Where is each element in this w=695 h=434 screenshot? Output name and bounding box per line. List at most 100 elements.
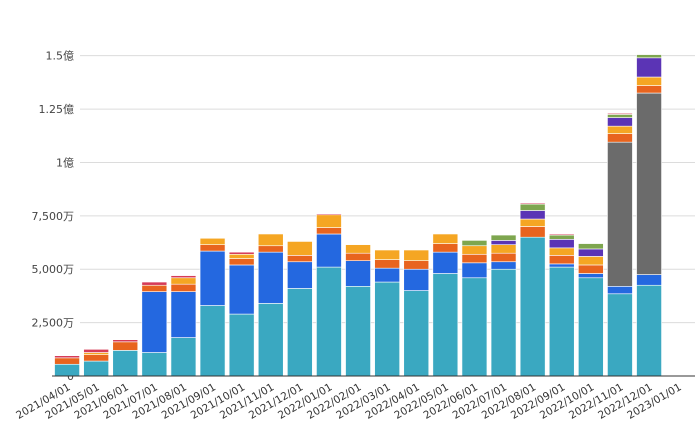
bar-segment	[578, 277, 604, 377]
bar-segment	[374, 249, 400, 260]
bar-segment	[316, 227, 342, 235]
bar-segment	[287, 288, 313, 377]
bar-segment	[607, 133, 633, 143]
bar-segment	[141, 352, 168, 377]
bar-segment	[228, 258, 255, 266]
bar-segment	[403, 249, 430, 261]
bar-segment	[257, 245, 284, 253]
bar-segment	[199, 237, 226, 245]
bar-segment	[490, 252, 517, 263]
bar-segment	[199, 244, 226, 252]
bar-segment	[257, 303, 284, 377]
bar-segment	[490, 234, 517, 241]
bar-segment	[112, 350, 139, 377]
y-tick-label: 1.5億	[46, 50, 75, 63]
bar-segment	[607, 141, 633, 287]
bar-segment	[578, 243, 604, 250]
bar-segment	[636, 85, 662, 94]
bar-segment	[578, 264, 604, 274]
bar-segment	[548, 266, 575, 377]
bar-segment	[170, 337, 197, 377]
bar-segment	[607, 114, 633, 118]
bar-segment	[287, 261, 313, 289]
bar-segment	[112, 339, 139, 343]
bar-segment	[578, 248, 604, 257]
bar-segment	[432, 251, 459, 274]
bar-segment	[287, 255, 313, 263]
bar-segment	[170, 277, 197, 285]
bar-segment	[287, 241, 313, 256]
bar-segment	[170, 275, 197, 279]
bar-segment	[374, 267, 400, 283]
bar-segment	[141, 281, 168, 286]
bar-segment	[54, 357, 80, 365]
bar-segment	[548, 247, 575, 256]
bar-segment	[374, 259, 400, 269]
bar-segment	[316, 233, 342, 268]
bar-segment	[636, 54, 662, 59]
bar-segment	[607, 113, 633, 115]
bar-segment	[461, 245, 488, 255]
bar-segment	[548, 234, 575, 240]
bar-segment	[432, 233, 459, 244]
bar-segment	[490, 268, 517, 377]
bar-segment	[519, 226, 546, 238]
bar-segment	[461, 253, 488, 264]
x-axis-ticks: 2021/04/012021/05/012021/06/012021/07/01…	[14, 381, 684, 422]
bar-segment	[403, 290, 430, 377]
bar-segment	[548, 255, 575, 265]
bar-segment	[228, 251, 255, 255]
bar-segment	[228, 313, 255, 377]
bar-segment	[345, 244, 371, 254]
bar-segment	[607, 117, 633, 127]
bar-segment	[170, 283, 197, 292]
bar-segment	[316, 213, 342, 216]
bar-segment	[461, 262, 488, 279]
bar-segment	[519, 203, 546, 211]
bar-segment	[316, 266, 342, 377]
bar-segment	[636, 92, 662, 275]
bar-segment	[548, 239, 575, 249]
bar-segment	[461, 240, 488, 247]
bar-segment	[461, 277, 488, 377]
bar-segment	[345, 286, 371, 377]
y-tick-label: 1億	[56, 156, 74, 169]
bar-segment	[607, 286, 633, 295]
bar-segment	[54, 355, 80, 359]
bar-segment	[228, 253, 255, 259]
bar-segment	[432, 243, 459, 253]
bar-segment	[170, 291, 197, 338]
bar-segment	[607, 125, 633, 134]
bar-segment	[257, 233, 284, 247]
bar-segment	[199, 305, 226, 377]
bar-segment	[345, 252, 371, 261]
y-tick-label: 7,500万	[32, 210, 75, 223]
bar-segment	[83, 360, 109, 377]
bar-segment	[54, 363, 80, 377]
bar-segment	[141, 284, 168, 292]
bar-segment	[141, 291, 168, 353]
bar-segment	[316, 214, 342, 228]
bar-segment	[403, 268, 430, 291]
bar-segment	[403, 260, 430, 270]
bar-segment	[374, 281, 400, 377]
bar-segment	[199, 250, 226, 306]
bar-segment	[636, 284, 662, 377]
bar-segment	[257, 251, 284, 304]
bar-segment	[548, 233, 575, 236]
bar-segment	[578, 273, 604, 279]
bar-segment	[636, 57, 662, 78]
bars	[54, 54, 662, 377]
bar-segment	[607, 293, 633, 377]
bar-segment	[519, 236, 546, 377]
bar-segment	[345, 260, 371, 287]
bar-segment	[578, 256, 604, 266]
bar-segment	[519, 218, 546, 227]
bar-segment	[490, 240, 517, 245]
bar-segment	[112, 341, 139, 351]
bar-segment	[519, 210, 546, 220]
bar-segment	[83, 352, 109, 355]
